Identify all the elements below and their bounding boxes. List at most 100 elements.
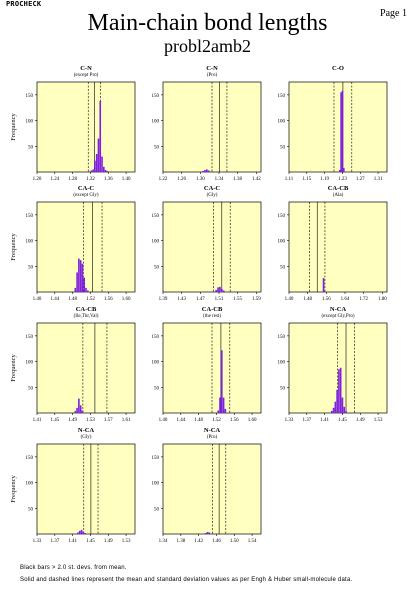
histogram-panel: CA-CB(the rest) 50 100 150 1.40 1.44 1.48 1.52 1… <box>152 306 262 423</box>
x-tick-label: 1.49 <box>68 418 77 423</box>
histogram-bar <box>339 367 342 413</box>
x-tick-label: 1.41 <box>68 539 77 544</box>
panel-subtitle: (Ile,Thr,Val) <box>74 314 99 319</box>
histogram-bar <box>215 289 218 292</box>
x-tick-label: 1.33 <box>33 539 42 544</box>
histogram-bar <box>219 286 221 292</box>
panel-title: N-CA <box>204 427 221 434</box>
plot-area <box>36 81 136 173</box>
histogram-bar <box>219 397 221 413</box>
y-tick-label: 100 <box>26 240 34 245</box>
plot-area <box>162 322 262 414</box>
x-tick-label: 1.23 <box>338 177 347 182</box>
y-tick-label: 150 <box>278 335 286 340</box>
histogram-panel: N-CA(Gly) 50 100 150 1.33 1.37 1.41 1.45 1.49 1.5… <box>10 427 136 544</box>
x-tick-label: 1.27 <box>356 177 365 182</box>
x-tick-label: 1.53 <box>374 418 383 423</box>
x-tick-label: 1.49 <box>356 418 365 423</box>
plot-area <box>288 81 388 173</box>
histogram-bar <box>81 263 84 292</box>
histogram-bar <box>99 101 102 172</box>
histogram-bar <box>78 258 80 292</box>
histogram-bar <box>79 405 82 413</box>
x-tick-label: 1.38 <box>233 177 242 182</box>
panel-title: CA-CB <box>328 185 349 192</box>
histogram-bar <box>207 170 210 172</box>
histogram-panel: CA-CB(Ile,Thr,Val) 50 100 150 1.41 1.45 1.49 1.… <box>10 306 136 423</box>
y-tick-label: 100 <box>278 240 286 245</box>
histogram-bar <box>224 408 227 413</box>
x-tick-label: 1.52 <box>212 418 221 423</box>
histogram-bar <box>77 532 79 534</box>
histogram-panel: CA-C(Gly) 50 100 150 1.39 1.43 1.47 1.51 1.55 1.5… <box>152 185 262 302</box>
x-tick-label: 1.56 <box>104 297 113 302</box>
y-tick-label: 150 <box>152 335 160 340</box>
histogram-bar <box>208 532 211 534</box>
histogram-bar <box>103 166 105 172</box>
x-tick-label: 1.53 <box>122 539 131 544</box>
y-tick-label: 150 <box>152 94 160 99</box>
panel-title: N-CA <box>330 306 347 313</box>
histogram-bar <box>101 156 103 172</box>
histogram-bar <box>336 389 338 413</box>
plot-area <box>162 201 262 293</box>
histogram-bar <box>222 290 225 292</box>
y-tick-label: 100 <box>152 120 160 125</box>
y-tick-label: 50 <box>28 507 34 512</box>
panel-subtitle: (Pro) <box>207 73 218 78</box>
x-tick-label: 1.19 <box>320 177 329 182</box>
panel-title: CA-CB <box>202 306 223 313</box>
x-tick-label: 1.37 <box>50 539 59 544</box>
x-tick-label: 1.42 <box>194 539 203 544</box>
histogram-bar <box>84 532 86 534</box>
histogram-bar <box>85 287 87 292</box>
plot-area <box>288 322 388 414</box>
panel-title: C-N <box>206 65 218 72</box>
panel-subtitle: (Ala) <box>333 193 344 198</box>
panel-title: CA-C <box>204 185 221 192</box>
histogram-bar <box>322 278 325 292</box>
footer-legend-lines: Solid and dashed lines represent the mea… <box>20 577 353 583</box>
panel-subtitle: (except Gly) <box>73 193 98 198</box>
histogram-panel: C-N(Pro) 50 100 150 1.22 1.26 1.30 1.34 1.38 1.42 <box>152 65 262 182</box>
histogram-bar <box>79 260 82 292</box>
x-tick-label: 1.51 <box>215 297 224 302</box>
footer-legend-black-bars: Black bars > 2.0 st. devs. from mean. <box>20 565 127 571</box>
y-tick-label: 50 <box>28 386 34 391</box>
x-tick-label: 1.56 <box>322 297 331 302</box>
x-tick-label: 1.56 <box>230 418 239 423</box>
histogram-bar <box>332 407 335 413</box>
histogram-bar <box>97 138 100 172</box>
x-tick-label: 1.80 <box>378 297 387 302</box>
y-axis-label: Frequency <box>10 475 17 503</box>
x-tick-label: 1.40 <box>122 177 131 182</box>
y-axis-label: Frequency <box>10 233 17 261</box>
histogram-bar <box>343 406 346 413</box>
y-tick-label: 100 <box>278 361 286 366</box>
page-number: Page 1 <box>380 8 407 19</box>
panel-subtitle: (except Gly,Pro) <box>322 314 355 319</box>
x-tick-label: 1.22 <box>159 177 168 182</box>
histogram-bar <box>220 288 223 292</box>
x-tick-label: 1.28 <box>68 177 77 182</box>
histogram-bar <box>204 532 207 534</box>
y-tick-label: 100 <box>152 240 160 245</box>
histogram-bar <box>342 167 345 172</box>
y-tick-label: 150 <box>26 335 34 340</box>
x-tick-label: 1.24 <box>50 177 59 182</box>
y-tick-label: 50 <box>28 265 34 270</box>
x-tick-label: 1.49 <box>104 539 113 544</box>
y-tick-label: 100 <box>152 482 160 487</box>
x-tick-label: 1.60 <box>122 297 131 302</box>
histogram-bar <box>338 369 340 413</box>
panel-subtitle: (Pro) <box>207 435 218 440</box>
plot-area <box>162 81 262 173</box>
histogram-panel: N-CA(except Gly,Pro) 50 100 150 1.33 1.37 1.41… <box>278 306 388 423</box>
y-tick-label: 50 <box>280 265 286 270</box>
histogram-bar <box>217 287 219 292</box>
x-tick-label: 1.50 <box>230 539 239 544</box>
y-tick-label: 150 <box>26 214 34 219</box>
x-tick-label: 1.45 <box>338 418 347 423</box>
y-tick-label: 150 <box>152 214 160 219</box>
histogram-panel: CA-CB(Ala) 50 100 150 1.40 1.48 1.56 1.64 1.72 1.… <box>278 185 388 302</box>
